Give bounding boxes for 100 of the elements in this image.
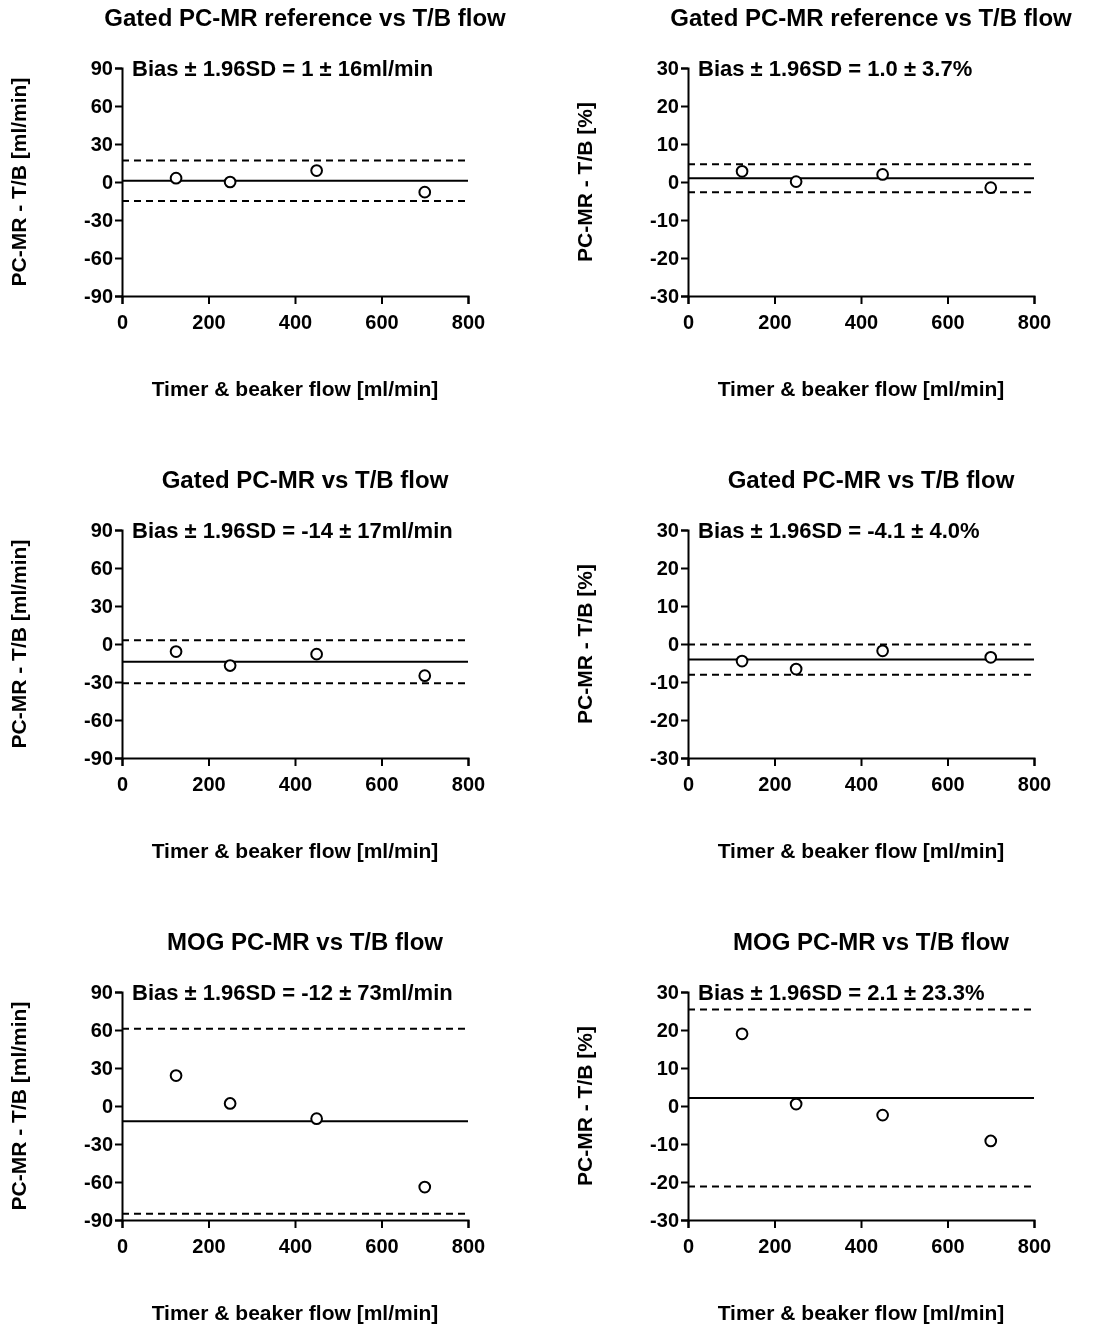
point [418,1180,432,1194]
y-tick-label: 90 [90,56,113,79]
y-tick-label: -30 [650,1208,679,1231]
y-tick-label: 60 [90,94,113,117]
y-tick-label: 30 [90,594,113,617]
x-tick-label: 800 [1017,773,1052,795]
x-tick-label: 200 [192,773,226,795]
x-tick-label: 400 [844,1235,879,1257]
x-tick-label: 600 [365,773,399,795]
x-tick-label: 800 [451,1235,486,1257]
point [169,171,183,185]
x-tick-label: 400 [278,1235,313,1257]
point [876,1108,889,1122]
y-tick-label: -20 [650,1170,679,1193]
point [735,1027,749,1041]
x-tick-label: 0 [116,1235,129,1257]
y-tick-label: 30 [90,132,113,155]
y-axis-title: PC-MR - T/B [%] [573,102,596,262]
point [223,1097,237,1110]
annotation: Bias ± 1.96SD = -12 ± 73ml/min [132,980,453,1005]
x-tick-label: 200 [758,311,792,333]
y-tick-label: -30 [84,208,113,231]
y-tick-label: -10 [650,208,679,231]
y-axis-title: PC-MR - T/B [ml/min] [7,1001,30,1211]
y-tick-label: -10 [650,1132,679,1155]
point [310,164,323,177]
annotation: Bias ± 1.96SD = -14 ± 17ml/min [132,518,453,543]
x-axis-title: Timer & beaker flow [ml/min] [717,377,1005,400]
point [223,659,237,672]
y-tick-label: 60 [90,556,113,579]
point [789,662,803,676]
y-tick-label: 20 [656,94,679,117]
x-tick-label: 400 [278,311,313,333]
point [984,181,998,195]
point [789,175,803,188]
annotation: Bias ± 1.96SD = 1.0 ± 3.7% [698,56,973,81]
x-tick-label: 0 [116,311,129,333]
y-tick-label: 10 [656,594,679,617]
x-axis-title: Timer & beaker flow [ml/min] [717,839,1005,862]
x-tick-label: 0 [682,311,695,333]
y-tick-label: -60 [84,1170,113,1193]
y-tick-label: -90 [84,1208,113,1231]
y-tick-label: -60 [84,708,113,731]
chart-title: Gated PC-MR vs T/B flow [161,466,449,493]
annotation: Bias ± 1.96SD = 2.1 ± 23.3% [698,980,985,1005]
chart-title: MOG PC-MR vs T/B flow [167,928,444,955]
y-tick-label: -10 [650,670,679,693]
chart-title: Gated PC-MR reference vs T/B flow [670,4,1073,31]
point [735,165,749,178]
y-tick-label: -90 [84,284,113,307]
y-tick-label: -20 [650,246,679,269]
annotation: Bias ± 1.96SD = 1 ± 16ml/min [132,56,434,81]
point [984,650,998,664]
point [735,654,749,668]
x-tick-label: 600 [365,1235,399,1257]
chart-title: Gated PC-MR reference vs T/B flow [104,4,507,31]
y-axis-title: PC-MR - T/B [%] [573,1026,596,1186]
point [310,647,323,661]
y-tick-label: -20 [650,708,679,731]
x-tick-label: 400 [278,773,313,795]
point [310,1112,323,1126]
y-tick-label: 10 [656,1056,679,1079]
y-tick-label: -30 [650,284,679,307]
y-axis-title: PC-MR - T/B [%] [573,564,596,724]
y-tick-label: 0 [101,632,113,655]
point [876,644,889,658]
y-tick-label: 90 [90,518,113,541]
x-tick-label: 200 [758,1235,792,1257]
point [169,645,183,658]
x-tick-label: 600 [931,1235,965,1257]
chart-title: Gated PC-MR vs T/B flow [727,466,1015,493]
chart-title: MOG PC-MR vs T/B flow [733,928,1010,955]
y-tick-label: 30 [656,518,679,541]
x-axis-title: Timer & beaker flow [ml/min] [151,377,439,400]
y-tick-label: 60 [90,1018,113,1041]
x-axis-title: Timer & beaker flow [ml/min] [717,1301,1005,1324]
point [876,168,889,181]
x-tick-label: 400 [844,773,879,795]
x-tick-label: 200 [758,773,792,795]
x-tick-label: 800 [1017,1235,1052,1257]
x-axis-title: Timer & beaker flow [ml/min] [151,1301,439,1324]
y-tick-label: 0 [101,1094,113,1117]
y-tick-label: 30 [656,56,679,79]
y-axis-title: PC-MR - T/B [ml/min] [7,77,30,287]
y-tick-label: -30 [84,1132,113,1155]
y-tick-label: -30 [650,746,679,769]
x-tick-label: 400 [844,311,879,333]
y-tick-label: 0 [667,632,679,655]
x-tick-label: 600 [931,311,965,333]
y-tick-label: 0 [101,170,113,193]
point [418,669,432,683]
y-tick-label: 0 [667,1094,679,1117]
x-tick-label: 800 [1017,311,1052,333]
x-tick-label: 200 [192,1235,226,1257]
x-tick-label: 800 [451,311,486,333]
y-tick-label: 20 [656,556,679,579]
x-axis-title: Timer & beaker flow [ml/min] [151,839,439,862]
y-tick-label: 90 [90,980,113,1003]
y-tick-label: 30 [656,980,679,1003]
x-tick-label: 800 [451,773,486,795]
